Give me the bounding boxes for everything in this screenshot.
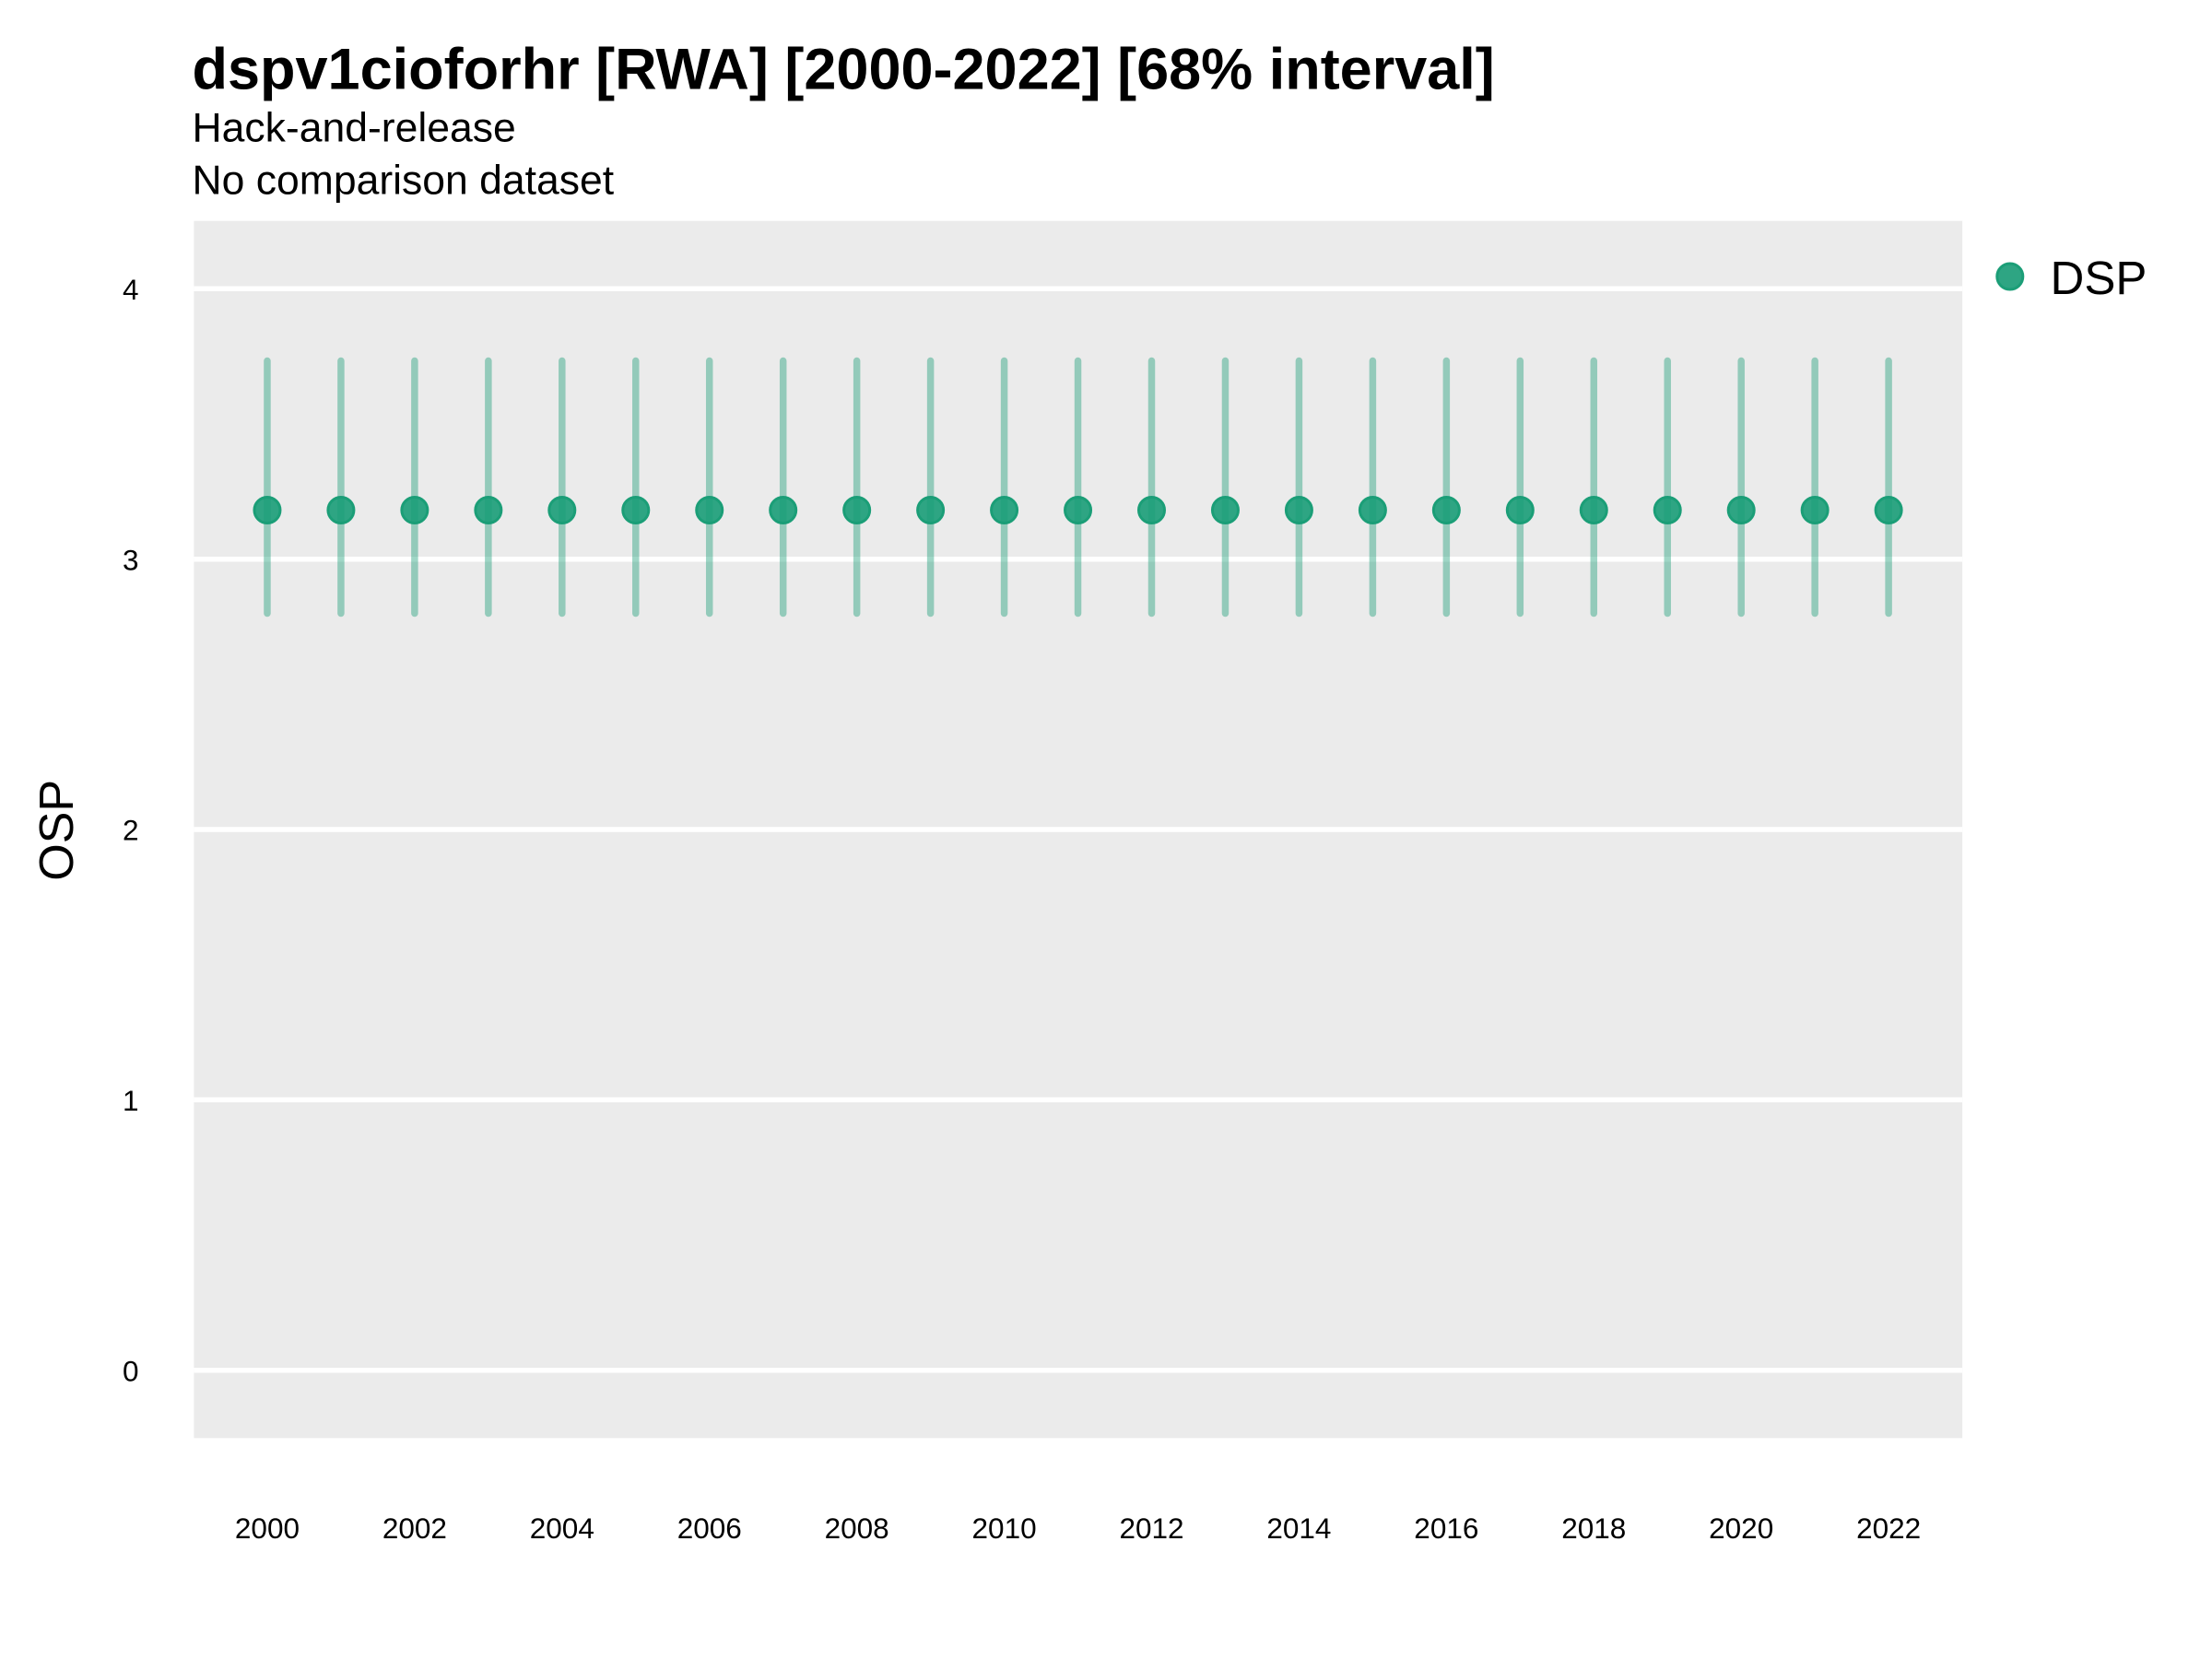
svg-text:2012: 2012	[1119, 1512, 1183, 1545]
svg-text:2000: 2000	[235, 1512, 300, 1545]
svg-text:dspv1cioforhr [RWA] [2000-2022: dspv1cioforhr [RWA] [2000-2022] [68% int…	[193, 38, 1495, 102]
svg-text:2004: 2004	[530, 1512, 594, 1545]
svg-text:4: 4	[123, 273, 139, 306]
svg-text:2016: 2016	[1414, 1512, 1478, 1545]
svg-text:3: 3	[123, 543, 139, 576]
svg-text:2020: 2020	[1709, 1512, 1773, 1545]
svg-text:2022: 2022	[1856, 1512, 1921, 1545]
svg-text:1: 1	[123, 1084, 139, 1117]
svg-text:DSP: DSP	[2051, 252, 2147, 304]
svg-text:2008: 2008	[825, 1512, 889, 1545]
svg-text:0: 0	[123, 1354, 139, 1387]
svg-text:No comparison dataset: No comparison dataset	[193, 159, 615, 204]
svg-text:2018: 2018	[1561, 1512, 1626, 1545]
svg-text:2006: 2006	[677, 1512, 742, 1545]
svg-text:2014: 2014	[1266, 1512, 1331, 1545]
svg-text:2010: 2010	[972, 1512, 1037, 1545]
svg-text:OSP: OSP	[30, 780, 84, 881]
svg-text:2: 2	[123, 814, 139, 847]
svg-text:2002: 2002	[382, 1512, 447, 1545]
svg-text:Hack-and-release: Hack-and-release	[193, 106, 516, 151]
